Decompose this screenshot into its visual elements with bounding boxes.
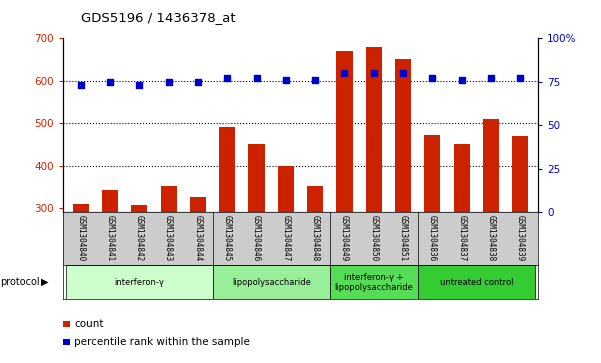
Point: [457, 77, 466, 83]
Bar: [330, 265, 418, 299]
Bar: [219, 127, 235, 212]
Text: GSM1304836: GSM1304836: [428, 215, 437, 261]
Bar: [213, 265, 330, 299]
Point: [281, 77, 291, 83]
Point: [252, 75, 261, 81]
Bar: [512, 136, 528, 212]
Text: GSM1304851: GSM1304851: [398, 215, 407, 261]
Text: GSM1304838: GSM1304838: [486, 215, 495, 261]
Point: [369, 70, 379, 76]
Point: [340, 70, 349, 76]
Bar: [278, 166, 294, 212]
Text: GSM1304839: GSM1304839: [516, 215, 525, 261]
Point: [193, 79, 203, 85]
Text: protocol: protocol: [1, 277, 40, 287]
Text: GSM1304846: GSM1304846: [252, 215, 261, 261]
Bar: [483, 119, 499, 212]
Bar: [102, 190, 118, 212]
Bar: [307, 185, 323, 212]
Point: [222, 75, 232, 81]
Bar: [424, 135, 441, 212]
Point: [164, 79, 174, 85]
Point: [76, 82, 85, 88]
Text: GSM1304840: GSM1304840: [76, 215, 85, 261]
Text: percentile rank within the sample: percentile rank within the sample: [75, 337, 251, 347]
Bar: [190, 197, 206, 212]
Bar: [395, 60, 411, 212]
Point: [310, 77, 320, 83]
Point: [427, 75, 437, 81]
Text: GSM1304837: GSM1304837: [457, 215, 466, 261]
Text: GDS5196 / 1436378_at: GDS5196 / 1436378_at: [81, 11, 236, 24]
Text: ▶: ▶: [41, 277, 48, 287]
Text: GSM1304849: GSM1304849: [340, 215, 349, 261]
Point: [105, 79, 115, 85]
Bar: [66, 265, 213, 299]
Text: GSM1304841: GSM1304841: [106, 215, 115, 261]
Text: GSM1304848: GSM1304848: [311, 215, 320, 261]
Bar: [131, 205, 147, 212]
Point: [516, 75, 525, 81]
Text: GSM1304843: GSM1304843: [164, 215, 173, 261]
Text: GSM1304845: GSM1304845: [223, 215, 232, 261]
Bar: [73, 204, 89, 212]
Text: untreated control: untreated control: [439, 278, 513, 287]
Text: GSM1304850: GSM1304850: [369, 215, 378, 261]
Bar: [366, 48, 382, 212]
Bar: [337, 51, 353, 212]
Point: [486, 75, 496, 81]
Text: GSM1304847: GSM1304847: [281, 215, 290, 261]
Text: interferon-γ +
lipopolysaccharide: interferon-γ + lipopolysaccharide: [334, 273, 413, 292]
Bar: [454, 144, 470, 212]
Bar: [160, 186, 177, 212]
Point: [398, 70, 408, 76]
Text: lipopolysaccharide: lipopolysaccharide: [232, 278, 311, 287]
Text: GSM1304842: GSM1304842: [135, 215, 144, 261]
Point: [135, 82, 144, 88]
Text: interferon-γ: interferon-γ: [114, 278, 164, 287]
Bar: [418, 265, 535, 299]
Bar: [248, 144, 264, 212]
Text: GSM1304844: GSM1304844: [194, 215, 203, 261]
Text: count: count: [75, 319, 104, 329]
